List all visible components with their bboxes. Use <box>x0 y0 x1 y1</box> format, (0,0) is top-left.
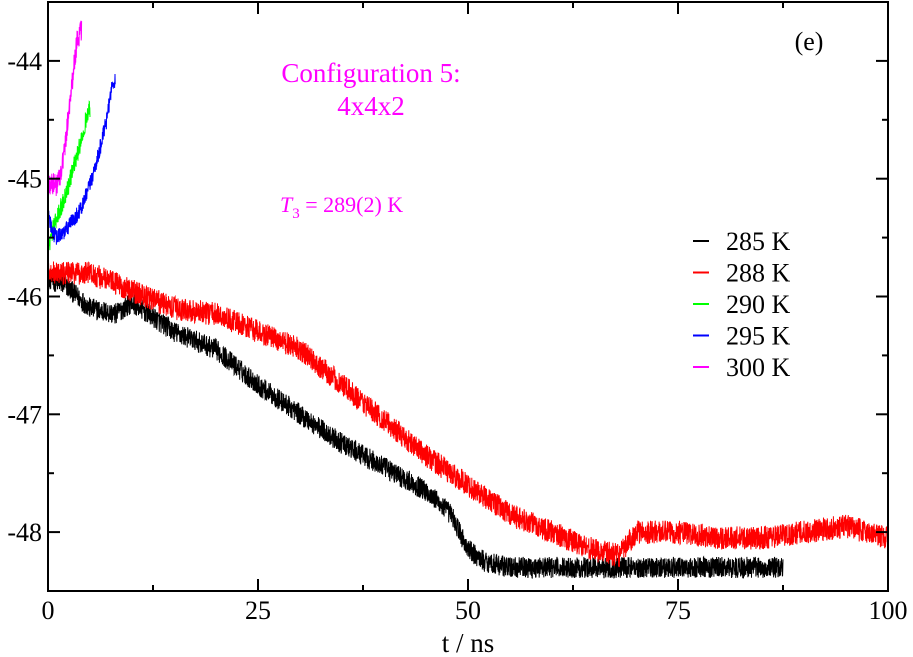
annotation-symbol: T <box>280 192 294 217</box>
y-tick-label: -47 <box>7 400 42 429</box>
x-axis-label: t / ns <box>442 628 495 657</box>
x-tick-label: 0 <box>42 596 55 625</box>
x-tick-label: 100 <box>869 596 908 625</box>
series-line-295-k <box>47 73 116 245</box>
chart-title-line1: Configuration 5: <box>281 58 460 88</box>
annotation-text: = 289(2) K <box>300 192 404 217</box>
series-line-288-k <box>47 261 889 568</box>
chart-title-line2: 4x4x2 <box>337 91 405 121</box>
legend-label: 285 K <box>726 227 791 256</box>
temperature-annotation: T3 = 289(2) K <box>280 192 403 222</box>
series-line-285-k <box>47 269 784 580</box>
legend-label: 290 K <box>726 290 791 319</box>
panel-label: (e) <box>795 27 824 56</box>
legend-label: 300 K <box>726 353 791 382</box>
y-tick-label: -46 <box>7 283 42 312</box>
x-axis-ticks: 0 25 50 75 100 <box>42 2 908 625</box>
x-tick-label: 50 <box>455 596 481 625</box>
series-line-300-k <box>47 20 83 197</box>
y-tick-label: -45 <box>7 165 42 194</box>
annotation-subscript: 3 <box>292 206 300 222</box>
x-tick-label: 25 <box>245 596 271 625</box>
series-layer <box>47 20 889 580</box>
y-tick-label: -48 <box>7 518 42 547</box>
legend-label: 288 K <box>726 259 791 288</box>
legend-label: 295 K <box>726 322 791 351</box>
series-line-290-k <box>47 100 91 256</box>
x-tick-label: 75 <box>665 596 691 625</box>
y-axis-ticks: -44 -45 -46 -47 -48 <box>7 1 888 592</box>
y-tick-label: -44 <box>7 47 42 76</box>
